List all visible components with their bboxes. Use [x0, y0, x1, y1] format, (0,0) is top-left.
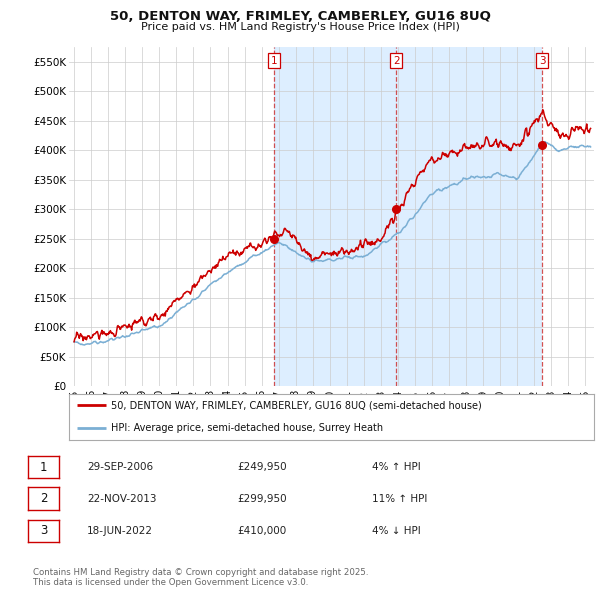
Text: 3: 3: [539, 55, 545, 65]
Text: 2: 2: [40, 492, 47, 505]
Text: 2: 2: [393, 55, 400, 65]
Text: 18-JUN-2022: 18-JUN-2022: [87, 526, 153, 536]
Text: HPI: Average price, semi-detached house, Surrey Heath: HPI: Average price, semi-detached house,…: [111, 423, 383, 433]
Text: £299,950: £299,950: [237, 494, 287, 503]
Bar: [274, 47, 542, 386]
Text: Contains HM Land Registry data © Crown copyright and database right 2025.
This d: Contains HM Land Registry data © Crown c…: [33, 568, 368, 587]
Text: 1: 1: [271, 55, 278, 65]
Text: Price paid vs. HM Land Registry's House Price Index (HPI): Price paid vs. HM Land Registry's House …: [140, 22, 460, 32]
Text: £410,000: £410,000: [237, 526, 286, 536]
Text: 11% ↑ HPI: 11% ↑ HPI: [372, 494, 427, 503]
Text: 1: 1: [40, 461, 47, 474]
Text: £249,950: £249,950: [237, 463, 287, 472]
Text: 4% ↓ HPI: 4% ↓ HPI: [372, 526, 421, 536]
Text: 50, DENTON WAY, FRIMLEY, CAMBERLEY, GU16 8UQ: 50, DENTON WAY, FRIMLEY, CAMBERLEY, GU16…: [110, 10, 490, 23]
Text: 4% ↑ HPI: 4% ↑ HPI: [372, 463, 421, 472]
Text: 50, DENTON WAY, FRIMLEY, CAMBERLEY, GU16 8UQ (semi-detached house): 50, DENTON WAY, FRIMLEY, CAMBERLEY, GU16…: [111, 400, 482, 410]
Text: 29-SEP-2006: 29-SEP-2006: [87, 463, 153, 472]
Text: 22-NOV-2013: 22-NOV-2013: [87, 494, 157, 503]
Text: 3: 3: [40, 525, 47, 537]
